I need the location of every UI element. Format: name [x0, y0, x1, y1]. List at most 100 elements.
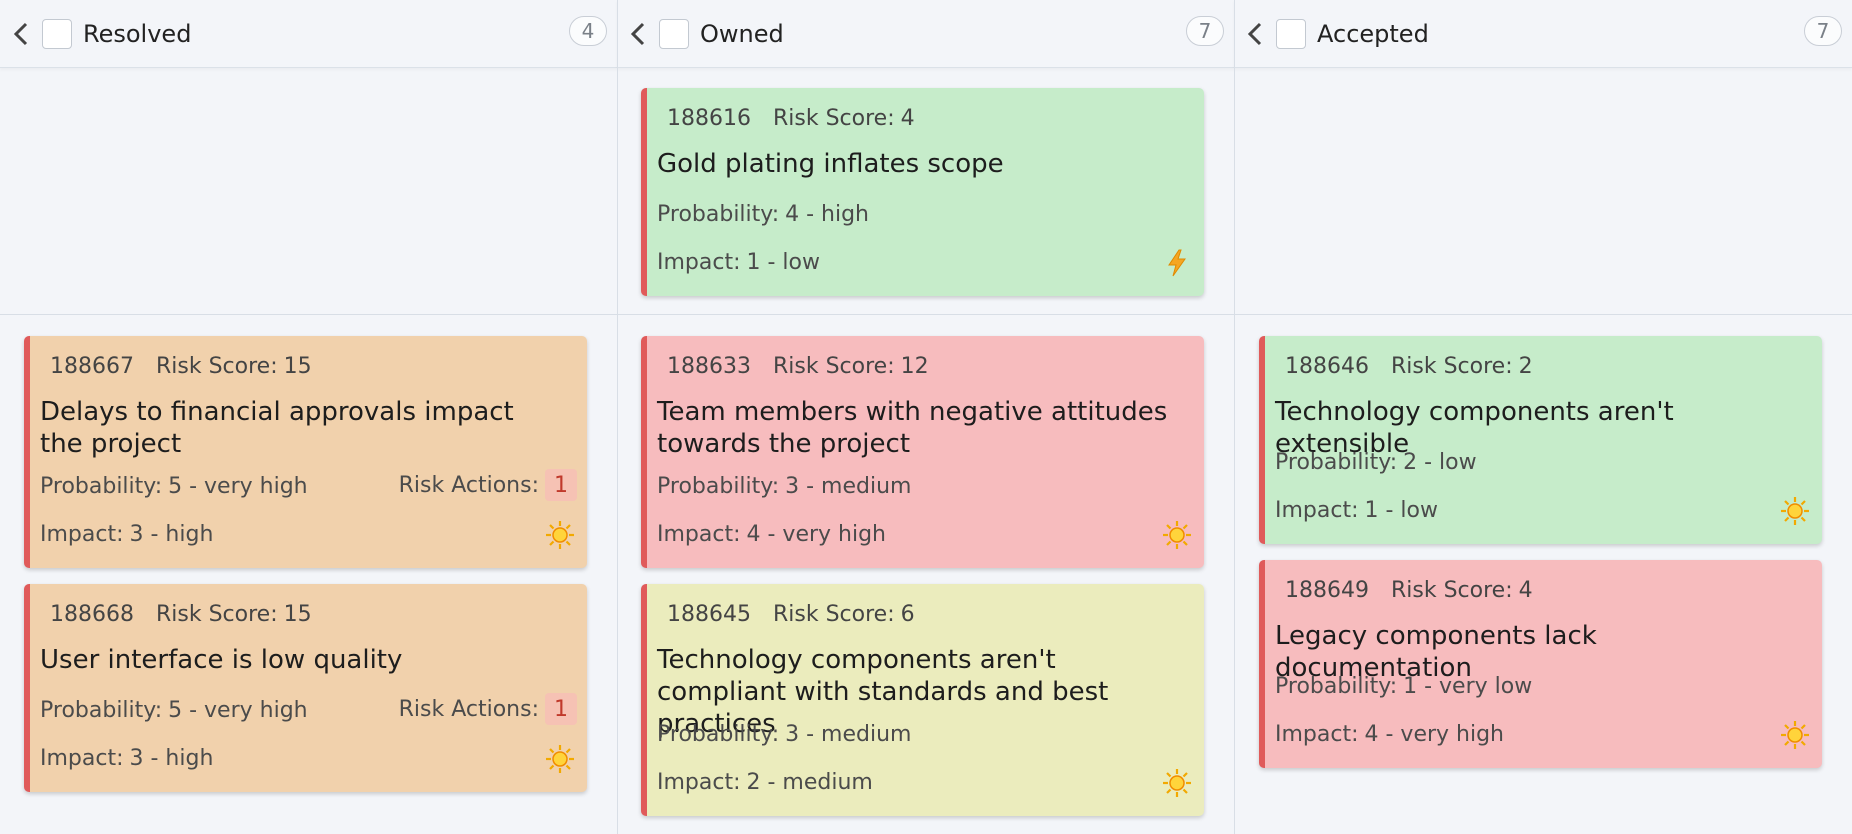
- card-title: Technology components aren't compliant w…: [657, 645, 1109, 739]
- card-title: Delays to financial approvals impact the…: [40, 397, 514, 459]
- card-meta: 188668 Risk Score: 15: [50, 602, 312, 627]
- select-column-checkbox[interactable]: [42, 18, 72, 49]
- probability-value: 1 - very low: [1403, 674, 1533, 699]
- risk-score-value: 6: [900, 602, 915, 627]
- swimlane-divider: [0, 314, 1852, 315]
- probability-value: 5 - very high: [168, 474, 308, 499]
- probability-label: Probability:: [657, 202, 780, 227]
- column-divider: [617, 0, 618, 834]
- column-header-accepted: Accepted 7: [1234, 0, 1852, 68]
- risk-score-label: Risk Score:: [1390, 578, 1513, 603]
- impact-label: Impact:: [1275, 498, 1359, 523]
- collapse-column-button[interactable]: [1244, 19, 1266, 49]
- risk-actions: Risk Actions: 1: [399, 469, 577, 501]
- card-title: Technology components aren't extensible: [1275, 397, 1674, 459]
- risk-card[interactable]: 188645 Risk Score: 6 Technology components…: [641, 584, 1204, 816]
- card-meta: 188645 Risk Score: 6: [667, 602, 915, 627]
- column-title: Accepted: [1317, 19, 1429, 48]
- sun-icon: [1781, 497, 1809, 525]
- probability-value: 5 - very high: [168, 698, 308, 723]
- impact-label: Impact:: [657, 250, 741, 275]
- card-id: 188649: [1285, 578, 1369, 603]
- collapse-column-button[interactable]: [10, 19, 32, 49]
- probability-label: Probability:: [40, 474, 163, 499]
- risk-score-value: 4: [900, 106, 915, 131]
- risk-card[interactable]: 188668 Risk Score: 15 User interface is lo…: [24, 584, 587, 792]
- impact-value: 1 - low: [746, 250, 821, 275]
- risk-actions: Risk Actions: 1: [399, 693, 577, 725]
- probability-value: 3 - medium: [785, 474, 912, 499]
- impact-row: Impact: 3 - high: [40, 522, 213, 547]
- card-meta: 188646 Risk Score: 2: [1285, 354, 1533, 379]
- column-header-resolved: Resolved 4: [0, 0, 617, 68]
- probability-label: Probability:: [657, 474, 780, 499]
- risk-card[interactable]: 188649 Risk Score: 4 Legacy components lac…: [1259, 560, 1822, 768]
- impact-value: 1 - low: [1364, 498, 1439, 523]
- probability-row: Probability: 1 - very low: [1275, 674, 1532, 699]
- sun-icon: [1163, 521, 1191, 549]
- impact-label: Impact:: [40, 746, 124, 771]
- column-title: Resolved: [83, 19, 192, 48]
- card-id: 188616: [667, 106, 751, 131]
- card-id: 188646: [1285, 354, 1369, 379]
- card-id: 188633: [667, 354, 751, 379]
- probability-row: Probability: 3 - medium: [657, 474, 911, 499]
- risk-score-value: 15: [283, 602, 312, 627]
- risk-card[interactable]: 188616 Risk Score: 4 Gold plating inflates…: [641, 88, 1204, 296]
- sun-icon: [1163, 769, 1191, 797]
- card-meta: 188633 Risk Score: 12: [667, 354, 929, 379]
- risk-score-label: Risk Score:: [772, 602, 895, 627]
- risk-score-value: 4: [1518, 578, 1533, 603]
- impact-row: Impact: 1 - low: [1275, 498, 1438, 523]
- card-meta: 188616 Risk Score: 4: [667, 106, 915, 131]
- impact-row: Impact: 4 - very high: [657, 522, 886, 547]
- chevron-left-icon: [1247, 22, 1262, 45]
- risk-card[interactable]: 188646 Risk Score: 2 Technology components…: [1259, 336, 1822, 544]
- probability-row: Probability: 3 - medium: [657, 722, 911, 747]
- impact-value: 4 - very high: [1364, 722, 1505, 747]
- probability-row: Probability: 5 - very high: [40, 474, 308, 499]
- probability-value: 3 - medium: [785, 722, 912, 747]
- risk-actions-label: Risk Actions:: [398, 472, 539, 498]
- risk-score-value: 2: [1518, 354, 1533, 379]
- select-column-checkbox[interactable]: [659, 18, 689, 49]
- risk-score-label: Risk Score:: [155, 354, 278, 379]
- card-meta: 188649 Risk Score: 4: [1285, 578, 1533, 603]
- impact-value: 3 - high: [129, 522, 214, 547]
- impact-row: Impact: 3 - high: [40, 746, 213, 771]
- probability-label: Probability:: [40, 698, 163, 723]
- impact-label: Impact:: [1275, 722, 1359, 747]
- impact-row: Impact: 4 - very high: [1275, 722, 1504, 747]
- risk-actions-count[interactable]: 1: [545, 693, 577, 725]
- impact-value: 2 - medium: [746, 770, 873, 795]
- probability-row: Probability: 5 - very high: [40, 698, 308, 723]
- sun-icon: [546, 521, 574, 549]
- impact-value: 3 - high: [129, 746, 214, 771]
- risk-card[interactable]: 188667 Risk Score: 15 Delays to financial …: [24, 336, 587, 568]
- risk-card[interactable]: 188633 Risk Score: 12 Team members with ne…: [641, 336, 1204, 568]
- impact-label: Impact:: [657, 770, 741, 795]
- impact-value: 4 - very high: [746, 522, 887, 547]
- collapse-column-button[interactable]: [627, 19, 649, 49]
- card-title: Team members with negative attitudes tow…: [657, 397, 1168, 459]
- card-title: Gold plating inflates scope: [657, 149, 1004, 179]
- impact-label: Impact:: [657, 522, 741, 547]
- probability-value: 2 - low: [1403, 450, 1477, 475]
- sun-icon: [1781, 721, 1809, 749]
- select-column-checkbox[interactable]: [1276, 18, 1306, 49]
- card-id: 188645: [667, 602, 751, 627]
- risk-actions-label: Risk Actions:: [398, 696, 539, 722]
- risk-score-label: Risk Score:: [772, 354, 895, 379]
- column-title: Owned: [700, 19, 784, 48]
- column-count-badge: 7: [1804, 16, 1842, 46]
- probability-label: Probability:: [1275, 674, 1398, 699]
- risk-actions-count[interactable]: 1: [545, 469, 577, 501]
- probability-row: Probability: 4 - high: [657, 202, 869, 227]
- column-header-owned: Owned 7: [617, 0, 1234, 68]
- risk-score-label: Risk Score:: [1390, 354, 1513, 379]
- probability-label: Probability:: [1275, 450, 1398, 475]
- column-count-badge: 7: [1186, 16, 1224, 46]
- probability-label: Probability:: [657, 722, 780, 747]
- card-id: 188668: [50, 602, 134, 627]
